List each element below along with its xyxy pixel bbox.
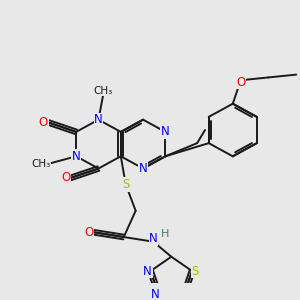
Text: N: N (149, 232, 158, 245)
Text: N: N (151, 288, 160, 300)
Text: O: O (85, 226, 94, 239)
Text: N: N (143, 265, 152, 278)
Text: H: H (161, 229, 170, 239)
Text: O: O (236, 76, 245, 88)
Text: S: S (122, 178, 129, 191)
Text: N: N (94, 113, 103, 126)
Text: N: N (139, 162, 148, 175)
Text: N: N (72, 150, 80, 163)
Text: N: N (161, 125, 170, 138)
Text: O: O (39, 116, 48, 129)
Text: O: O (61, 171, 70, 184)
Text: CH₃: CH₃ (94, 85, 113, 96)
Text: CH₃: CH₃ (31, 159, 50, 169)
Text: S: S (191, 265, 199, 278)
